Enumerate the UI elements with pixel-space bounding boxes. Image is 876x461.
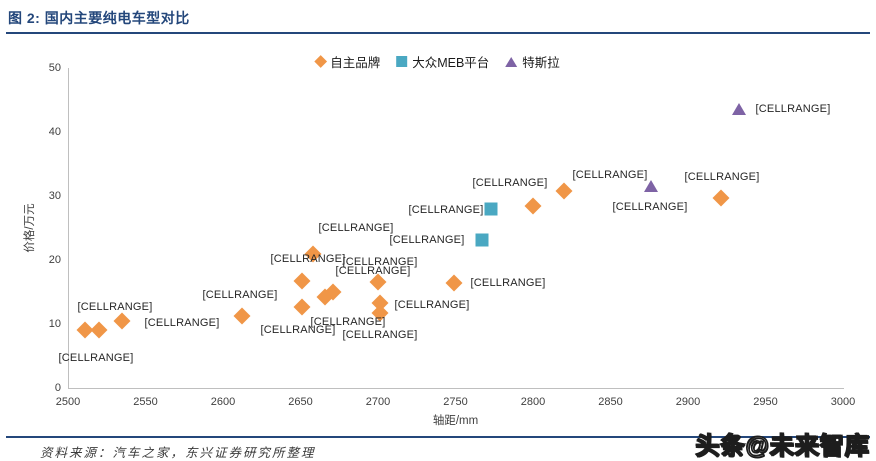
- data-point-diamond: [712, 189, 730, 207]
- x-tick-label: 2700: [365, 396, 391, 408]
- y-tick-label: 20: [48, 254, 61, 266]
- data-point-diamond: [555, 182, 573, 200]
- data-point-square: [484, 202, 498, 216]
- square-marker-icon: [396, 56, 408, 67]
- cellrange-label: [CELLRANGE]: [270, 253, 346, 265]
- y-tick-label: 10: [48, 318, 61, 330]
- cellrange-label: [CELLRANGE]: [342, 256, 418, 268]
- legend-label: 特斯拉: [522, 56, 560, 70]
- cellrange-label: [CELLRANGE]: [335, 265, 411, 277]
- legend-item-meb: 大众MEB平台: [396, 52, 489, 71]
- data-point-square: [475, 233, 489, 247]
- x-axis-line: [68, 388, 844, 389]
- cellrange-label: [CELLRANGE]: [755, 103, 831, 115]
- data-point-triangle: [732, 102, 747, 115]
- cellrange-label: [CELLRANGE]: [58, 352, 134, 364]
- legend-item-tesla: 特斯拉: [505, 52, 560, 71]
- data-point-diamond: [524, 197, 542, 215]
- plot-area: 2500 2550 2600 2650 2700 2750 2800 2850 2900 2950…: [0, 36, 876, 436]
- cellrange-label: [CELLRANGE]: [144, 317, 220, 329]
- cellrange-label: [CELLRANGE]: [389, 234, 465, 246]
- y-tick-label: 0: [54, 382, 61, 394]
- cellrange-label: [CELLRANGE]: [684, 171, 760, 183]
- y-tick-label: 40: [48, 126, 61, 138]
- title-divider: [6, 32, 870, 34]
- cellrange-label: [CELLRANGE]: [318, 222, 394, 234]
- data-point-diamond: [293, 298, 311, 316]
- legend-item-own-brand: 自主品牌: [314, 52, 381, 71]
- cellrange-label: [CELLRANGE]: [470, 277, 546, 289]
- x-tick-label: 2550: [133, 396, 158, 408]
- source-note: 资料来源：汽车之家，东兴证券研究所整理: [40, 446, 316, 460]
- cellrange-label: [CELLRANGE]: [77, 301, 153, 313]
- cellrange-label: [CELLRANGE]: [260, 324, 336, 336]
- cellrange-label: [CELLRANGE]: [572, 169, 648, 181]
- cellrange-label: [CELLRANGE]: [310, 316, 386, 328]
- data-point-diamond: [233, 307, 251, 325]
- x-tick-label: 2600: [210, 396, 236, 408]
- cellrange-label: [CELLRANGE]: [342, 329, 418, 341]
- x-tick-label: 2650: [288, 396, 313, 408]
- y-tick-label: 30: [48, 190, 61, 202]
- x-tick-label: 2900: [675, 396, 701, 408]
- cellrange-label: [CELLRANGE]: [612, 201, 688, 213]
- chart-legend: 自主品牌 大众MEB平台 特斯拉: [314, 52, 560, 71]
- y-tick-label: 50: [48, 62, 61, 74]
- x-tick-label: 2950: [753, 396, 778, 408]
- x-tick-label: 3000: [830, 396, 856, 408]
- data-point-triangle: [643, 179, 658, 192]
- data-point-diamond: [293, 272, 311, 290]
- y-axis-title: 价格/万元: [24, 203, 36, 253]
- legend-label: 大众MEB平台: [412, 56, 490, 70]
- x-tick-label: 2500: [55, 396, 81, 408]
- legend-label: 自主品牌: [330, 56, 381, 70]
- watermark: 头条@未来智库: [695, 432, 870, 461]
- scatter-chart: 自主品牌 大众MEB平台 特斯拉 2500 2550 2600 2650 2700 275…: [0, 36, 876, 436]
- footer-divider: [6, 436, 870, 438]
- x-tick-label: 2800: [520, 396, 546, 408]
- cellrange-label: [CELLRANGE]: [394, 299, 470, 311]
- x-axis-title: 轴距/mm: [432, 415, 479, 427]
- x-tick-label: 2750: [443, 396, 468, 408]
- figure-title: 图 2: 国内主要纯电车型对比: [8, 10, 190, 26]
- cellrange-label: [CELLRANGE]: [472, 177, 548, 189]
- cellrange-label: [CELLRANGE]: [408, 204, 484, 216]
- triangle-marker-icon: [505, 56, 518, 67]
- y-axis-line: [68, 68, 69, 388]
- x-tick-label: 2850: [598, 396, 623, 408]
- data-point-diamond: [445, 274, 463, 292]
- data-point-diamond: [113, 312, 131, 330]
- cellrange-label: [CELLRANGE]: [202, 289, 278, 301]
- data-point-diamond: [90, 321, 108, 339]
